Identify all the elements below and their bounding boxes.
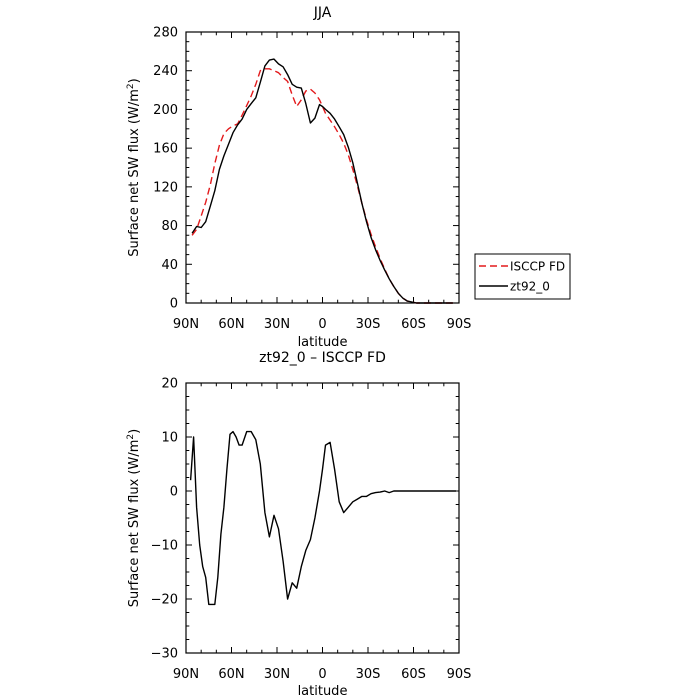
y-tick-label: −20 <box>151 593 178 608</box>
y-tick-label: 280 <box>153 26 178 41</box>
x-tick-label: 30S <box>356 317 381 332</box>
y-tick-label: −10 <box>151 539 178 554</box>
y-tick-label: 80 <box>161 219 178 234</box>
series-line-isccp-fd <box>191 68 453 304</box>
legend-label: zt92_0 <box>510 280 550 294</box>
x-tick-label: 90S <box>447 667 472 682</box>
legend-label: ISCCP FD <box>510 260 565 274</box>
x-tick-label: 0 <box>318 667 326 682</box>
legend: ISCCP FD zt92_0 <box>474 253 571 300</box>
plot-frame <box>185 382 460 654</box>
y-axis-label-superscript: 2 <box>126 83 136 89</box>
y-tick-label: −30 <box>151 647 178 662</box>
y-axis-label-close: ) <box>127 429 142 434</box>
y-tick-label: 120 <box>153 180 178 195</box>
chart-title: JJA <box>313 5 332 21</box>
x-tick-label: 60S <box>401 317 426 332</box>
series-line-1 <box>189 430 456 606</box>
x-axis-label: latitude <box>298 684 348 699</box>
series-line-zt92_0 <box>191 58 453 304</box>
x-tick-label: 30S <box>356 667 381 682</box>
y-axis-label: Surface net SW flux (W/m2) <box>126 78 142 256</box>
y-tick-label: 240 <box>153 64 178 79</box>
y-tick-label: 20 <box>161 377 178 392</box>
legend-box <box>474 253 571 300</box>
chart-title: zt92_0 – ISCCP FD <box>259 350 386 366</box>
x-tick-label: 60N <box>218 317 244 332</box>
y-tick-label: 0 <box>170 297 178 312</box>
x-tick-label: 90N <box>173 317 199 332</box>
chart-panel-2: 90N 60N 30N 0 30S 60S 90S −30 −20 −10 0 10 20 zt92_0 … <box>126 350 471 699</box>
x-tick-label: 90S <box>447 317 472 332</box>
x-tick-label: 0 <box>318 317 326 332</box>
y-axis-label-close: ) <box>127 78 142 83</box>
x-tick-label: 60N <box>218 667 244 682</box>
chart-panel-1: 90N 60N 30N 0 30S 60S 90S 0 40 80 120 160 200 240 280 J… <box>126 5 571 350</box>
y-axis-label-main: Surface net SW flux (W/m <box>127 89 142 257</box>
y-axis-label: Surface net SW flux (W/m2) <box>126 429 142 607</box>
x-tick-label: 30N <box>264 667 290 682</box>
x-axis-label: latitude <box>298 335 348 350</box>
y-axis-label-main: Surface net SW flux (W/m <box>127 440 142 608</box>
y-tick-label: 160 <box>153 142 178 157</box>
x-tick-label: 30N <box>264 317 290 332</box>
y-tick-label: 10 <box>161 431 178 446</box>
y-tick-label: 40 <box>161 258 178 273</box>
x-tick-label: 60S <box>401 667 426 682</box>
y-tick-label: 0 <box>170 485 178 500</box>
y-axis-label-superscript: 2 <box>126 434 136 440</box>
plot-frame <box>185 31 460 304</box>
y-tick-label: 200 <box>153 103 178 118</box>
x-tick-label: 90N <box>173 667 199 682</box>
